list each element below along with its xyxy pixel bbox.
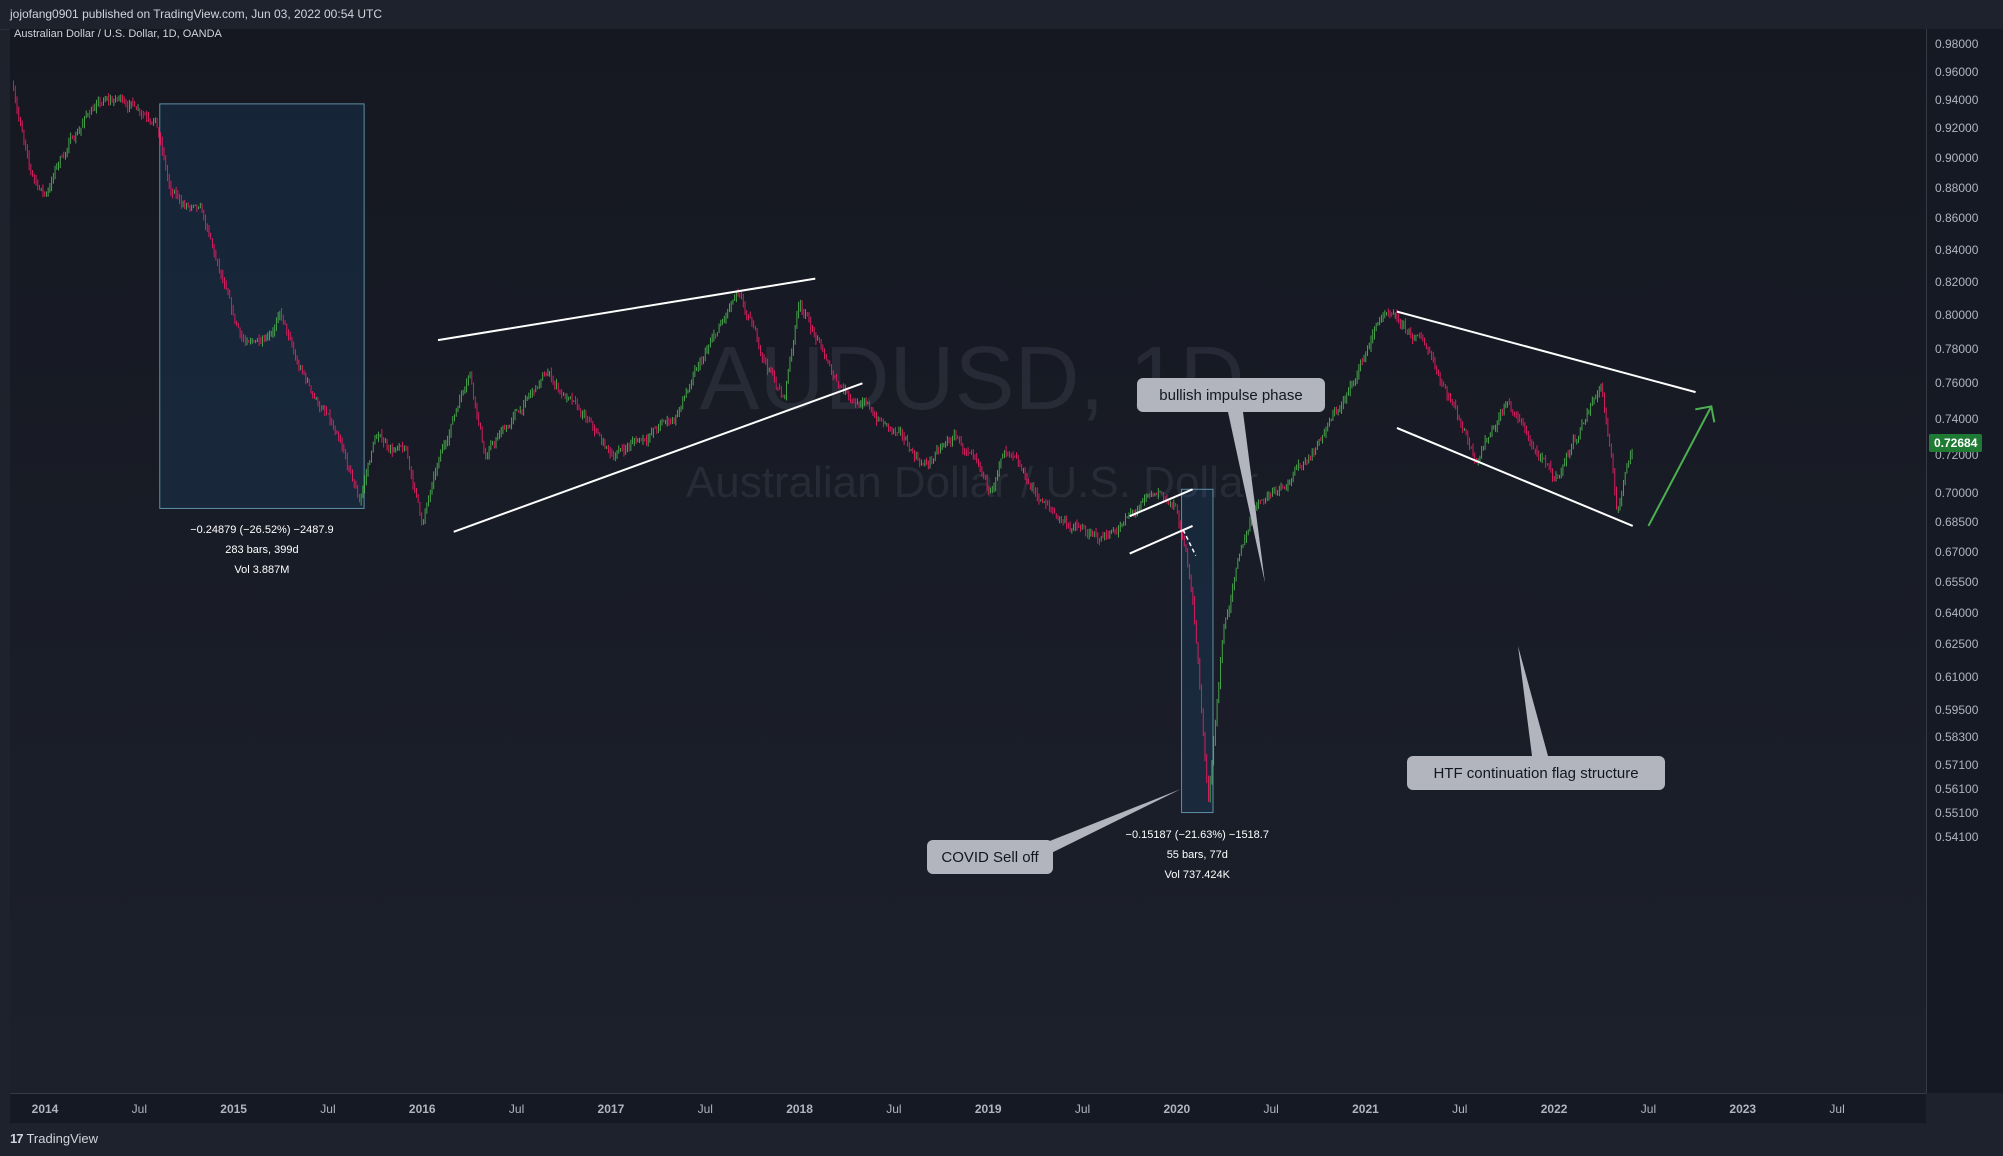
price-range-measure-box[interactable] bbox=[1181, 488, 1214, 814]
publish-info-bar: jojofang0901 published on TradingView.co… bbox=[0, 0, 2003, 30]
time-tick-label: Jul bbox=[1074, 1102, 1091, 1116]
price-tick-label: 0.88000 bbox=[1935, 180, 1979, 195]
price-range-measure-box[interactable] bbox=[159, 103, 365, 509]
callout-pointer bbox=[1228, 412, 1265, 583]
time-tick-label: Jul bbox=[1452, 1102, 1468, 1116]
tradingview-logo-icon: 17 bbox=[10, 1131, 24, 1146]
flag-upper-line-2019[interactable] bbox=[1129, 488, 1193, 518]
price-tick-label: 0.54100 bbox=[1935, 830, 1979, 844]
tradingview-brand[interactable]: 17 TradingView bbox=[10, 1131, 98, 1146]
flag-lower-line-2019[interactable] bbox=[1129, 524, 1193, 555]
channel-upper-line-2016-2018[interactable] bbox=[437, 277, 816, 342]
time-tick-label: Jul bbox=[1829, 1102, 1845, 1116]
price-tick-label: 0.90000 bbox=[1935, 150, 1979, 165]
price-tick-label: 0.74000 bbox=[1935, 411, 1979, 426]
watermark-name: Australian Dollar / U.S. Dollar bbox=[686, 458, 1258, 507]
measure-stat-line: −0.15187 (−21.63%) −1518.7 bbox=[1125, 828, 1269, 841]
price-tick-label: 0.61000 bbox=[1935, 669, 1979, 684]
time-tick-label: 2016 bbox=[408, 1102, 436, 1116]
time-tick-label: Jul bbox=[1263, 1102, 1279, 1116]
callout-text: HTF continuation flag structure bbox=[1433, 765, 1638, 782]
price-tick-label: 0.68500 bbox=[1935, 515, 1979, 529]
current-price-tag: 0.72684 bbox=[1929, 433, 1983, 452]
measure-stat-line: −0.24879 (−26.52%) −2487.9 bbox=[190, 524, 334, 537]
time-tick-label: Jul bbox=[508, 1102, 525, 1116]
chart-pane[interactable]: AUDUSD, 1D Australian Dollar / U.S. Doll… bbox=[10, 28, 1926, 1093]
price-tick-label: 0.58300 bbox=[1935, 730, 1979, 745]
time-tick-label: 2019 bbox=[974, 1102, 1002, 1116]
price-range-measure-label: −0.15187 (−21.63%) −1518.7 55 bars, 77d Vo… bbox=[1126, 825, 1269, 885]
price-tick-label: 0.64000 bbox=[1935, 605, 1979, 620]
price-tick-label: 0.59500 bbox=[1935, 703, 1979, 717]
time-tick-label: Jul bbox=[320, 1102, 336, 1116]
price-tick-label: 0.94000 bbox=[1935, 92, 1979, 107]
price-tick-label: 0.56100 bbox=[1935, 781, 1979, 796]
brand-name: TradingView bbox=[26, 1131, 99, 1146]
htf-flag-upper-line[interactable] bbox=[1396, 310, 1696, 394]
time-tick-label: 2020 bbox=[1163, 1102, 1191, 1116]
price-tick-label: 0.67000 bbox=[1935, 544, 1979, 559]
price-tick-label: 0.70000 bbox=[1935, 486, 1979, 501]
measure-stat-line: Vol 737.424K bbox=[1164, 868, 1230, 881]
price-tick-label: 0.76000 bbox=[1935, 376, 1979, 391]
price-chart-canvas[interactable]: AUDUSD, 1D Australian Dollar / U.S. Doll… bbox=[10, 28, 1926, 1093]
price-tick-label: 0.98000 bbox=[1935, 37, 1979, 51]
measure-stat-line: Vol 3.887M bbox=[234, 564, 290, 577]
time-tick-label: 2022 bbox=[1540, 1102, 1568, 1116]
chart-legend: Australian Dollar / U.S. Dollar, 1D, OAN… bbox=[14, 29, 223, 40]
price-tick-label: 0.82000 bbox=[1935, 274, 1979, 289]
price-tick-label: 0.80000 bbox=[1935, 307, 1979, 322]
callout-text: bullish impulse phase bbox=[1159, 387, 1302, 404]
breakdown-arrow-line[interactable] bbox=[1182, 529, 1197, 556]
price-tick-label: 0.65500 bbox=[1935, 574, 1979, 589]
price-tick-label: 0.92000 bbox=[1935, 121, 1979, 136]
projection-arrow-line[interactable] bbox=[1647, 405, 1713, 527]
callout-box[interactable] bbox=[1137, 378, 1325, 412]
time-axis[interactable]: 2014 Jul 2015 Jul 2016 Jul 2017 Jul 2018 Jul 2019 J… bbox=[10, 1093, 1926, 1124]
price-tick-label: 0.86000 bbox=[1935, 211, 1979, 226]
price-tick-label: 0.62500 bbox=[1935, 637, 1979, 652]
price-tick-label: 0.55100 bbox=[1935, 805, 1979, 820]
time-tick-label: 2018 bbox=[786, 1102, 813, 1116]
time-tick-label: Jul bbox=[697, 1102, 713, 1116]
callout-pointer bbox=[1518, 646, 1548, 756]
price-tick-label: 0.78000 bbox=[1935, 341, 1979, 356]
projection-arrowhead bbox=[1695, 405, 1716, 423]
callout-pointer bbox=[1012, 789, 1181, 865]
price-range-measure-label: −0.24879 (−26.52%) −2487.9 283 bars, 399d… bbox=[190, 520, 333, 580]
htf-flag-lower-line[interactable] bbox=[1396, 427, 1634, 527]
time-tick-label: Jul bbox=[886, 1102, 902, 1116]
time-tick-label: 2021 bbox=[1352, 1102, 1379, 1116]
callout-text: COVID Sell off bbox=[941, 849, 1039, 866]
time-tick-label: Jul bbox=[1640, 1102, 1657, 1116]
measure-stat-line: 283 bars, 399d bbox=[225, 544, 299, 557]
price-tick-label: 0.96000 bbox=[1935, 64, 1979, 79]
footer-bar: 17 TradingView bbox=[0, 1123, 2003, 1156]
measure-stat-line: 55 bars, 77d bbox=[1166, 848, 1228, 861]
time-tick-label: 2015 bbox=[220, 1102, 247, 1116]
time-tick-label: 2017 bbox=[597, 1102, 625, 1116]
time-tick-label: Jul bbox=[131, 1102, 147, 1116]
channel-lower-line-2016-2018[interactable] bbox=[453, 382, 863, 533]
callout-box[interactable] bbox=[927, 840, 1053, 874]
publisher-info: jojofang0901 published on TradingView.co… bbox=[10, 7, 383, 21]
price-axis[interactable]: 0.98000 0.96000 0.94000 0.92000 0.90000 0.880… bbox=[1926, 29, 2003, 1093]
time-tick-label: 2014 bbox=[31, 1102, 59, 1116]
price-tick-label: 0.57100 bbox=[1935, 757, 1979, 772]
price-tick-label: 0.84000 bbox=[1935, 242, 1979, 257]
time-tick-label: 2023 bbox=[1729, 1102, 1757, 1116]
price-tick-label: 0.72000 bbox=[1935, 448, 1979, 463]
callout-box[interactable] bbox=[1407, 756, 1665, 790]
